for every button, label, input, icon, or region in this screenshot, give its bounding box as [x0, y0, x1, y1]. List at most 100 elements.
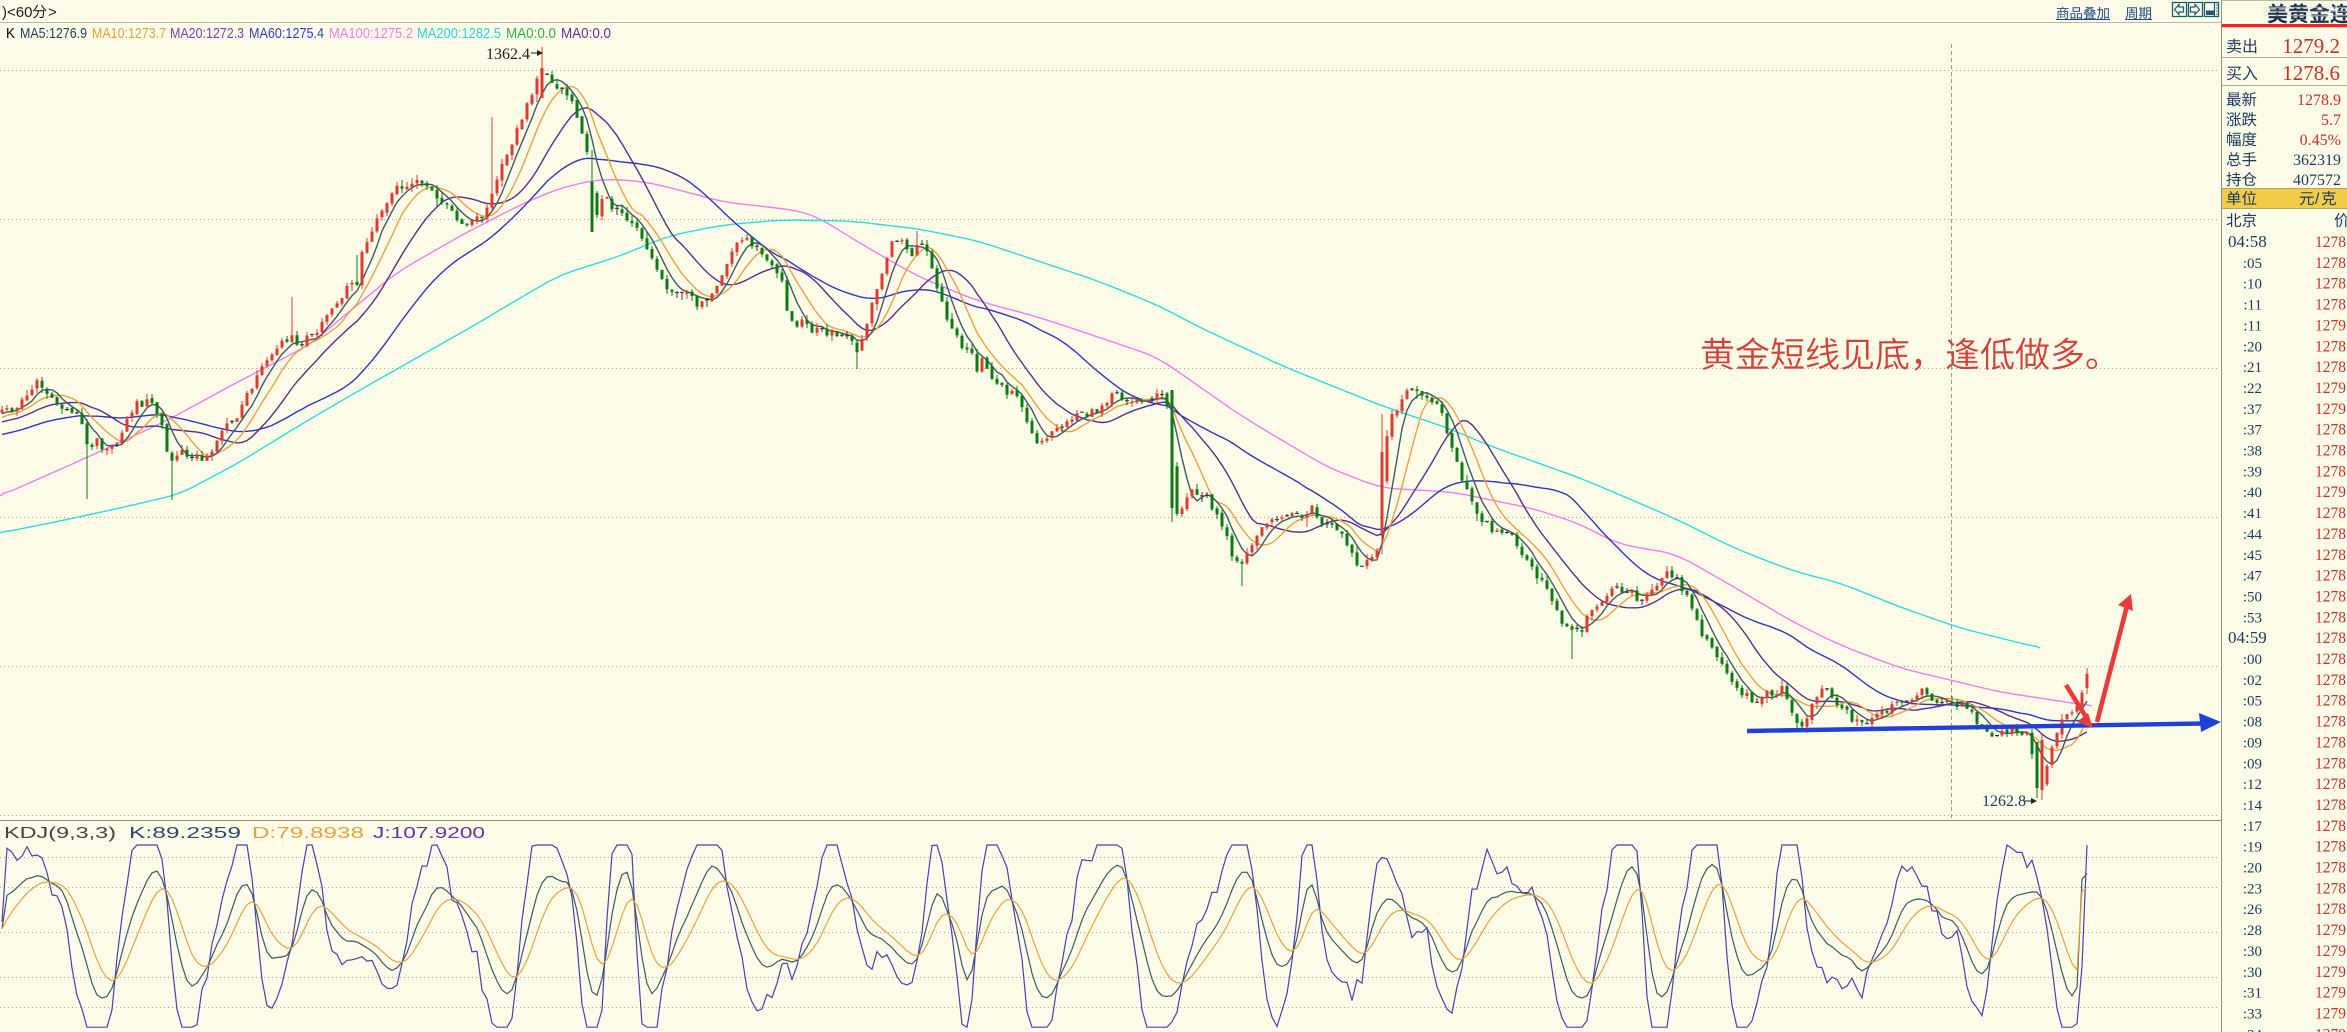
svg-text:5.7: 5.7 — [2321, 112, 2341, 129]
svg-text:1279: 1279 — [2315, 943, 2346, 960]
svg-text::11: :11 — [2243, 318, 2262, 334]
svg-text:1262.8: 1262.8 — [1982, 793, 2026, 810]
svg-text::37: :37 — [2243, 423, 2263, 439]
svg-text:1278: 1278 — [2315, 609, 2346, 626]
svg-text:1278: 1278 — [2315, 338, 2346, 355]
svg-text::17: :17 — [2243, 819, 2263, 835]
svg-text:1279: 1279 — [2315, 380, 2346, 397]
svg-text:1278: 1278 — [2315, 422, 2346, 439]
svg-text:1278: 1278 — [2315, 359, 2346, 376]
svg-text:/: / — [2315, 191, 2320, 208]
svg-text::38: :38 — [2243, 444, 2262, 460]
svg-text:MA10:1273.7: MA10:1273.7 — [92, 25, 166, 42]
svg-text:1279: 1279 — [2315, 985, 2346, 1002]
svg-text::09: :09 — [2243, 735, 2262, 751]
svg-text:407572: 407572 — [2293, 172, 2341, 189]
svg-text::14: :14 — [2243, 798, 2263, 814]
svg-text:1278: 1278 — [2315, 630, 2346, 647]
svg-text:1279: 1279 — [2315, 484, 2346, 501]
svg-text:D:79.8938: D:79.8938 — [252, 825, 364, 842]
svg-text::26: :26 — [2243, 902, 2263, 918]
svg-text:1278: 1278 — [2315, 526, 2346, 543]
svg-text::23: :23 — [2243, 881, 2262, 897]
svg-text:MA20:1272.3: MA20:1272.3 — [170, 25, 244, 42]
svg-text:1279: 1279 — [2315, 317, 2346, 334]
svg-text:1278: 1278 — [2315, 234, 2346, 251]
svg-text:1278: 1278 — [2315, 734, 2346, 751]
svg-text:MA0:0.0: MA0:0.0 — [561, 25, 611, 42]
svg-text:1279.2: 1279.2 — [2282, 34, 2340, 58]
svg-text:0.45%: 0.45% — [2300, 132, 2341, 149]
svg-text::11: :11 — [2243, 298, 2262, 314]
svg-text:1278: 1278 — [2315, 651, 2346, 668]
svg-text:1279: 1279 — [2315, 1005, 2346, 1022]
svg-text:1362.4: 1362.4 — [486, 46, 530, 63]
svg-text:1278: 1278 — [2315, 672, 2346, 689]
svg-text::21: :21 — [2243, 360, 2262, 376]
svg-text:1278.9: 1278.9 — [2297, 92, 2341, 109]
svg-text:1278: 1278 — [2315, 839, 2346, 856]
svg-text::50: :50 — [2243, 589, 2262, 605]
svg-text:1279: 1279 — [2315, 401, 2346, 418]
svg-text:K:89.2359: K:89.2359 — [129, 825, 241, 842]
svg-text::45: :45 — [2243, 548, 2262, 564]
svg-text:1279: 1279 — [2315, 922, 2346, 939]
svg-text:1278: 1278 — [2315, 568, 2346, 585]
svg-text:04:59: 04:59 — [2228, 628, 2267, 647]
svg-text:K: K — [6, 25, 15, 42]
svg-text:04:58: 04:58 — [2228, 232, 2267, 251]
svg-text::39: :39 — [2243, 464, 2262, 480]
svg-text:1278.6: 1278.6 — [2282, 61, 2340, 85]
svg-text:362319: 362319 — [2293, 152, 2341, 169]
svg-text::40: :40 — [2243, 485, 2262, 501]
svg-text:1278: 1278 — [2315, 255, 2346, 272]
svg-text:1278: 1278 — [2315, 693, 2346, 710]
svg-text::12: :12 — [2243, 777, 2262, 793]
svg-text:1278: 1278 — [2315, 755, 2346, 772]
svg-text:1278: 1278 — [2315, 714, 2346, 731]
svg-text:1278: 1278 — [2315, 505, 2346, 522]
svg-text:1278: 1278 — [2315, 901, 2346, 918]
svg-text::10: :10 — [2243, 277, 2262, 293]
svg-text:1278: 1278 — [2315, 880, 2346, 897]
svg-text::09: :09 — [2243, 756, 2262, 772]
svg-text:1278: 1278 — [2315, 860, 2346, 877]
svg-text::47: :47 — [2243, 569, 2263, 585]
svg-text::05: :05 — [2243, 694, 2262, 710]
svg-text:KDJ(9,3,3): KDJ(9,3,3) — [4, 825, 116, 842]
svg-text::08: :08 — [2243, 715, 2262, 731]
svg-text:MA5:1276.9: MA5:1276.9 — [20, 25, 87, 42]
svg-text:>: > — [48, 4, 57, 21]
svg-text::20: :20 — [2243, 861, 2262, 877]
svg-text:1278: 1278 — [2315, 797, 2346, 814]
svg-text::05: :05 — [2243, 256, 2262, 272]
svg-text::19: :19 — [2243, 840, 2262, 856]
svg-text::22: :22 — [2243, 381, 2262, 397]
svg-text::34: :34 — [2243, 1027, 2263, 1032]
svg-text:1278: 1278 — [2315, 276, 2346, 293]
svg-text::37: :37 — [2243, 402, 2263, 418]
svg-text:MA200:1282.5: MA200:1282.5 — [417, 25, 501, 42]
svg-text::31: :31 — [2243, 986, 2262, 1002]
svg-text:1278: 1278 — [2315, 463, 2346, 480]
svg-text:1278: 1278 — [2315, 776, 2346, 793]
svg-text::53: :53 — [2243, 610, 2262, 626]
svg-text:J:107.9200: J:107.9200 — [373, 825, 485, 842]
svg-text:)<60: )<60 — [2, 4, 32, 21]
svg-text:1278: 1278 — [2315, 818, 2346, 835]
svg-text::00: :00 — [2243, 652, 2262, 668]
svg-text::28: :28 — [2243, 923, 2262, 939]
svg-text::33: :33 — [2243, 1006, 2262, 1022]
svg-text::30: :30 — [2243, 944, 2262, 960]
svg-text:1278: 1278 — [2315, 443, 2346, 460]
svg-text:MA0:0.0: MA0:0.0 — [506, 25, 556, 42]
svg-text:MA100:1275.2: MA100:1275.2 — [329, 25, 413, 42]
svg-text:1278: 1278 — [2315, 588, 2346, 605]
svg-text::44: :44 — [2243, 527, 2263, 543]
svg-text:1278: 1278 — [2315, 297, 2346, 314]
svg-text:1278: 1278 — [2315, 547, 2346, 564]
svg-text:MA60:1275.4: MA60:1275.4 — [249, 25, 324, 42]
svg-text::30: :30 — [2243, 965, 2262, 981]
svg-text:1279: 1279 — [2315, 1026, 2346, 1032]
svg-text::20: :20 — [2243, 339, 2262, 355]
